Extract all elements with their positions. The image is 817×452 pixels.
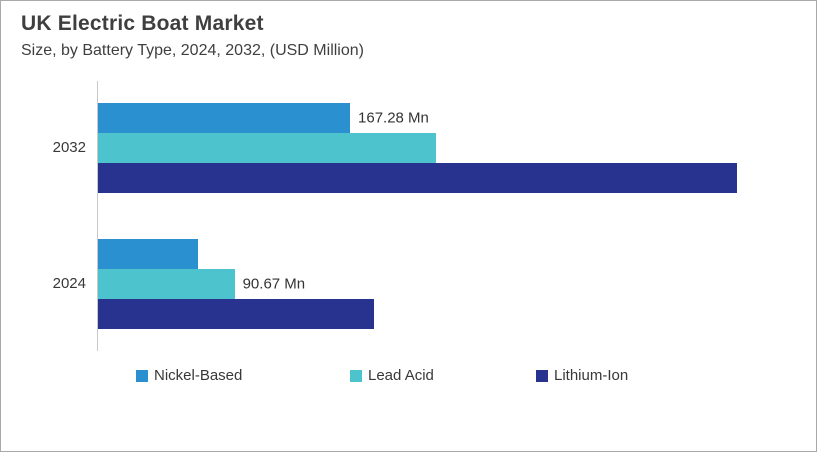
bar-group-2032: 167.28 Mn	[98, 103, 782, 193]
legend-label-lithium-ion: Lithium-Ion	[554, 367, 629, 384]
legend: Nickel-Based Lead Acid Lithium-Ion	[1, 367, 816, 391]
legend-item-nickel-based: Nickel-Based	[136, 367, 242, 384]
bar-2024-nickel-based	[98, 239, 199, 269]
legend-swatch-nickel-based	[136, 369, 148, 382]
bar-group-2024: 90.67 Mn	[98, 239, 782, 329]
bar-2032-lithium-ion	[98, 163, 737, 193]
legend-item-lead-acid: Lead Acid	[350, 367, 434, 384]
data-label-2032-nickel-based: 167.28 Mn	[358, 109, 429, 127]
plot-area: 2032 2024 167.28 Mn 90.67 Mn	[53, 81, 782, 351]
legend-swatch-lithium-ion	[536, 369, 548, 382]
bar-2032-nickel-based: 167.28 Mn	[98, 103, 429, 133]
bar-2024-lead-acid: 90.67 Mn	[98, 269, 305, 299]
legend-swatch-lead-acid	[350, 369, 362, 382]
chart-subtitle: Size, by Battery Type, 2024, 2032, (USD …	[21, 42, 364, 59]
chart-title: UK Electric Boat Market	[21, 12, 264, 35]
category-label-2024: 2024	[52, 275, 86, 292]
bar-2024-lithium-ion	[98, 299, 374, 329]
legend-label-lead-acid: Lead Acid	[368, 367, 434, 384]
legend-item-lithium-ion: Lithium-Ion	[536, 367, 628, 384]
legend-label-nickel-based: Nickel-Based	[154, 367, 243, 384]
bar-2032-lead-acid	[98, 133, 437, 163]
category-label-2032: 2032	[52, 139, 86, 156]
data-label-2024-lead-acid: 90.67 Mn	[242, 275, 306, 293]
